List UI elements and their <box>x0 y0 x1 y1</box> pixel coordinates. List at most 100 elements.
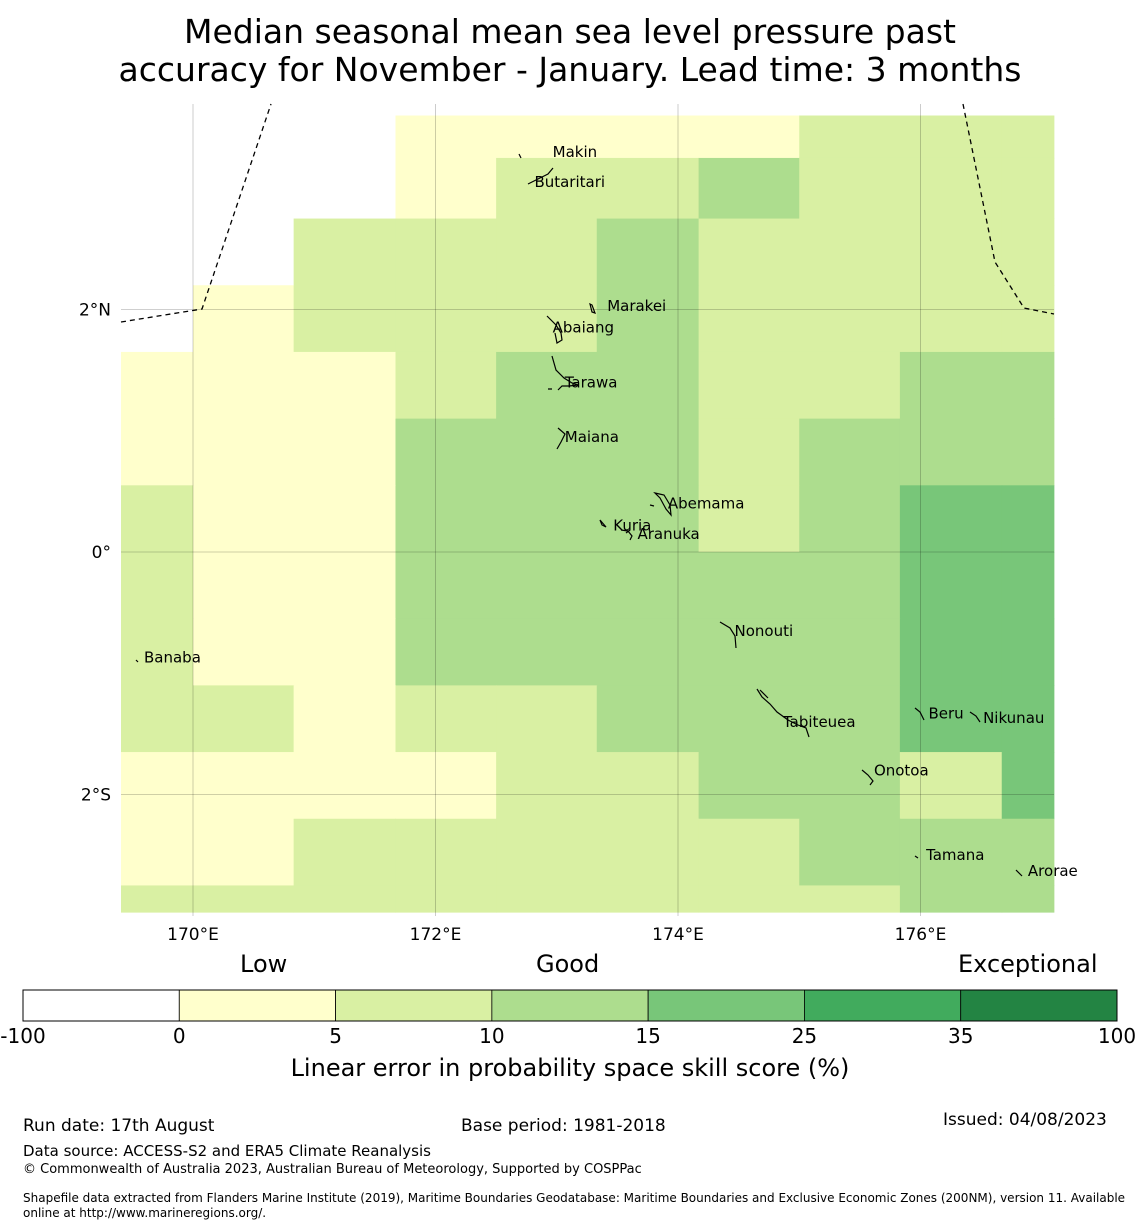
grid-cell-r11-c3 <box>395 818 497 886</box>
island-label-marakei: Marakei <box>607 297 666 315</box>
grid-cell-r5-c8 <box>899 418 1003 486</box>
island-labels: Makin Butaritari Marakei Abaiang Tarawa Maian… <box>144 143 1078 880</box>
tamana-coast <box>914 855 919 859</box>
grid-cell-r4-c7 <box>799 351 901 420</box>
island-label-tarawa: Tarawa <box>564 373 618 391</box>
arorae-coast <box>1015 869 1023 877</box>
grid-cell-r12-c1 <box>193 885 295 913</box>
marakei-coast <box>589 302 597 314</box>
grid-cell-r4-c8 <box>899 351 1003 420</box>
grid-cell-r0-c8 <box>899 115 1003 159</box>
grid-cell-r6-c4 <box>496 485 598 553</box>
base-period: Base period: 1981-2018 <box>461 1116 666 1136</box>
run-date: Run date: 17th August <box>23 1116 215 1136</box>
colorbar-segment <box>22 989 180 1022</box>
grid-cell-r0-c2 <box>293 115 396 159</box>
island-label-arorae: Arorae <box>1028 862 1078 880</box>
grid-cell-r2-c0 <box>121 218 194 286</box>
grid-cell-r6-c9 <box>1001 485 1055 553</box>
grid-cell-r2-c9 <box>1001 218 1055 286</box>
grid-cell-r7-c8 <box>899 552 1003 620</box>
grid-cell-r2-c6 <box>698 218 800 286</box>
grid-cell-r5-c9 <box>1001 418 1055 486</box>
grid-cell-r7-c9 <box>1001 552 1055 620</box>
grid-cell-r5-c0 <box>121 418 194 486</box>
island-label-maiana: Maiana <box>565 428 619 446</box>
grid-cell-r9-c4 <box>496 685 598 753</box>
grid-cell-r8-c6 <box>698 618 800 686</box>
colorbar-segment <box>960 989 1118 1022</box>
copyright-notice: © Commonwealth of Australia 2023, Austra… <box>23 1162 642 1177</box>
grid-cell-r2-c2 <box>293 218 396 286</box>
grid-cell-r11-c7 <box>799 818 901 886</box>
grid-cell-r1-c6 <box>698 157 800 220</box>
grid-cell-r10-c5 <box>596 752 700 820</box>
aranuka-coast <box>620 529 633 541</box>
colorbar-tick-label: 25 <box>791 1024 818 1048</box>
island-label-banaba: Banaba <box>144 648 201 666</box>
grid-cell-r9-c0 <box>121 685 194 753</box>
grid-cell-r1-c7 <box>799 157 901 220</box>
grid-cell-r9-c3 <box>395 685 497 753</box>
grid-cell-r5-c7 <box>799 418 901 486</box>
grid-cell-r6-c6 <box>698 485 800 553</box>
grid-cell-r10-c0 <box>121 752 194 820</box>
makin-coast <box>518 153 522 159</box>
colorbar-tick-label: 0 <box>172 1024 186 1048</box>
category-good-label: Good <box>536 950 600 978</box>
grid-cell-r0-c9 <box>1001 115 1055 159</box>
grid-cell-r12-c8 <box>899 885 1003 913</box>
grid-cell-r5-c6 <box>698 418 800 486</box>
island-label-nikunau: Nikunau <box>983 709 1044 727</box>
colorbar-segment <box>804 989 962 1022</box>
grid-cell-r0-c1 <box>193 115 295 159</box>
butaritari-coast <box>527 167 554 185</box>
data-source: Data source: ACCESS-S2 and ERA5 Climate … <box>23 1142 431 1160</box>
grid-cell-r11-c8 <box>899 818 1003 886</box>
grid-cell-r8-c2 <box>293 618 396 686</box>
lat-tick-label: 2°S <box>81 786 111 806</box>
grid-cell-r6-c0 <box>121 485 194 553</box>
grid-cell-r4-c3 <box>395 351 497 420</box>
grid-cell-r7-c5 <box>596 552 700 620</box>
grid-cell-r5-c1 <box>193 418 295 486</box>
category-low-label: Low <box>240 950 288 978</box>
grid-cell-r11-c2 <box>293 818 396 886</box>
colorbar-tick-label: 35 <box>947 1024 974 1048</box>
grid-cell-r6-c5 <box>596 485 700 553</box>
island-label-tamana: Tamana <box>925 846 984 864</box>
grid-cell-r7-c7 <box>799 552 901 620</box>
grid-cell-r1-c2 <box>293 157 396 220</box>
grid-cell-r12-c2 <box>293 885 396 913</box>
grid-cell-r12-c7 <box>799 885 901 913</box>
grid-cell-r10-c8 <box>899 752 1003 820</box>
grid-cell-r8-c8 <box>899 618 1003 686</box>
grid-cell-r8-c4 <box>496 618 598 686</box>
grid-cell-r3-c2 <box>293 285 396 353</box>
chart-title-line-2: accuracy for November - January. Lead ti… <box>118 50 1022 89</box>
grid-cell-r11-c6 <box>698 818 800 886</box>
grid-cell-r3-c4 <box>496 285 598 353</box>
colorbar-segment <box>178 989 336 1022</box>
grid-cell-r8-c3 <box>395 618 497 686</box>
grid-cell-r3-c7 <box>799 285 901 353</box>
grid-cell-r4-c9 <box>1001 351 1055 420</box>
grid-cell-r6-c3 <box>395 485 497 553</box>
lat-tick-label: 2°N <box>79 301 111 321</box>
island-label-onotoa: Onotoa <box>874 761 929 779</box>
colorbar-outline <box>22 989 1118 1022</box>
grid-cell-r5-c2 <box>293 418 396 486</box>
grid-cell-r5-c5 <box>596 418 700 486</box>
grid-cell-r10-c1 <box>193 752 295 820</box>
colorbar-tick-label: -100 <box>0 1024 46 1048</box>
grid-cell-r3-c8 <box>899 285 1003 353</box>
grid-cell-r1-c0 <box>121 157 194 220</box>
grid-cell-r12-c9 <box>1001 885 1055 913</box>
banaba-coast <box>135 659 139 663</box>
grid-cell-r3-c5 <box>596 285 700 353</box>
island-label-kuria: Kuria <box>613 516 651 534</box>
grid-cell-r10-c9 <box>1001 752 1055 820</box>
grid-cell-r2-c5 <box>596 218 700 286</box>
grid-cell-r3-c1 <box>193 285 295 353</box>
